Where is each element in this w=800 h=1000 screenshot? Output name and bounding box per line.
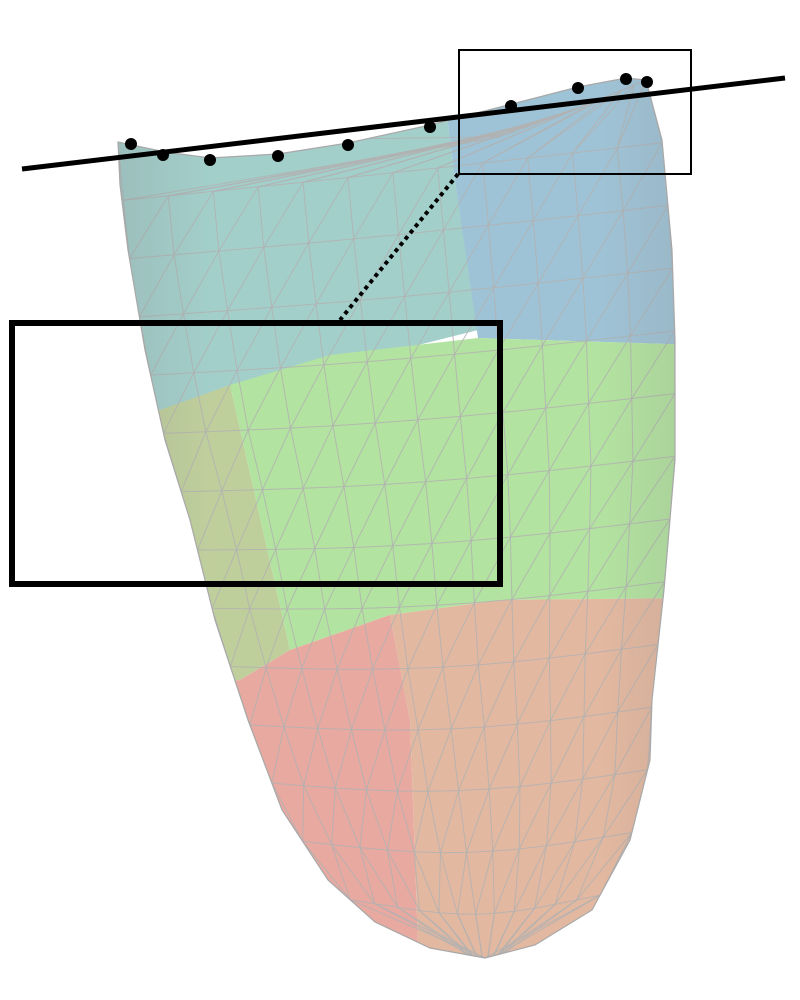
boundary-point bbox=[641, 76, 653, 88]
fit-line bbox=[21, 75, 786, 172]
boundary-point bbox=[204, 154, 216, 166]
zoom-box bbox=[9, 320, 503, 587]
boundary-point bbox=[505, 100, 517, 112]
inset-box bbox=[458, 49, 692, 175]
boundary-point bbox=[620, 73, 632, 85]
annotations bbox=[9, 49, 786, 587]
boundary-point bbox=[424, 121, 436, 133]
boundary-point bbox=[342, 139, 354, 151]
boundary-point bbox=[125, 138, 137, 150]
boundary-points bbox=[125, 73, 653, 166]
edge-shading bbox=[118, 78, 675, 958]
boundary-point bbox=[157, 149, 169, 161]
boundary-point bbox=[572, 82, 584, 94]
boundary-point bbox=[272, 150, 284, 162]
